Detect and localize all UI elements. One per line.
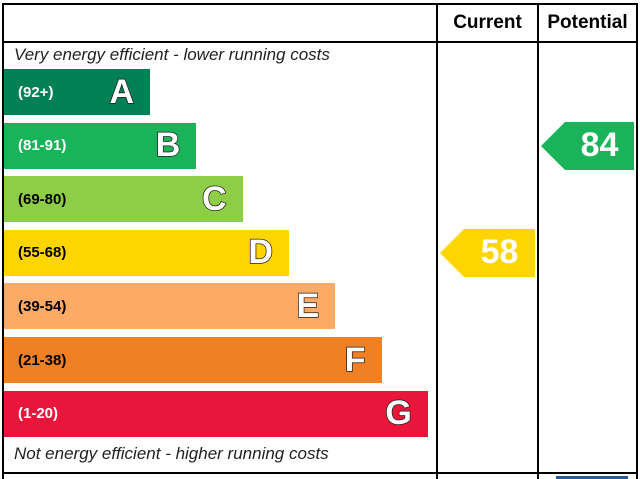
potential-rating-arrow-shape bbox=[541, 121, 634, 170]
band-range-label: (55-68) bbox=[18, 244, 67, 262]
top-caption: Very energy efficient - lower running co… bbox=[14, 45, 330, 64]
band-letter: C bbox=[201, 179, 227, 219]
band-c: (69-80) C bbox=[4, 176, 243, 223]
frame-bottom-divider bbox=[2, 472, 638, 474]
current-rating-arrow-shape bbox=[440, 228, 535, 277]
frame-right-border bbox=[636, 3, 638, 479]
frame-potential-divider bbox=[537, 3, 539, 479]
band-range-label: (69-80) bbox=[18, 190, 67, 208]
band-e: (39-54) E bbox=[4, 283, 336, 330]
band-d: (55-68) D bbox=[4, 229, 289, 276]
potential-rating-arrow-polygon bbox=[541, 121, 634, 170]
current-rating-arrow-value: 58 bbox=[480, 233, 519, 272]
current-column-header: Current bbox=[453, 12, 522, 33]
band-range-label: (92+) bbox=[18, 83, 54, 101]
band-f: (21-38) F bbox=[4, 337, 382, 383]
frame-current-divider bbox=[436, 3, 438, 479]
bottom-caption: Not energy efficient - higher running co… bbox=[14, 444, 329, 463]
band-b: (81-91) B bbox=[4, 122, 197, 169]
potential-rating-arrow-value: 84 bbox=[580, 126, 619, 165]
current-rating-arrow-polygon bbox=[440, 228, 535, 277]
band-g: (1-20) G bbox=[4, 390, 428, 437]
footer-tab bbox=[556, 476, 628, 479]
current-rating-arrow: 58 bbox=[440, 228, 535, 277]
band-letter: E bbox=[296, 286, 320, 326]
potential-rating-arrow: 84 bbox=[541, 121, 634, 170]
frame-top-border bbox=[2, 3, 638, 5]
frame-left-border bbox=[2, 3, 4, 479]
band-letter: A bbox=[109, 72, 135, 112]
band-letter: D bbox=[248, 233, 274, 273]
band-letter: G bbox=[385, 393, 413, 433]
band-range-label: (39-54) bbox=[18, 297, 67, 315]
potential-column-header: Potential bbox=[547, 12, 628, 33]
frame-header-divider bbox=[2, 41, 638, 43]
band-letter: F bbox=[344, 340, 366, 380]
band-range-label: (1-20) bbox=[18, 405, 59, 423]
band-range-label: (21-38) bbox=[18, 351, 67, 369]
band-range-label: (81-91) bbox=[18, 137, 67, 155]
band-a: (92+) A bbox=[4, 69, 150, 115]
band-letter: B bbox=[155, 125, 181, 165]
